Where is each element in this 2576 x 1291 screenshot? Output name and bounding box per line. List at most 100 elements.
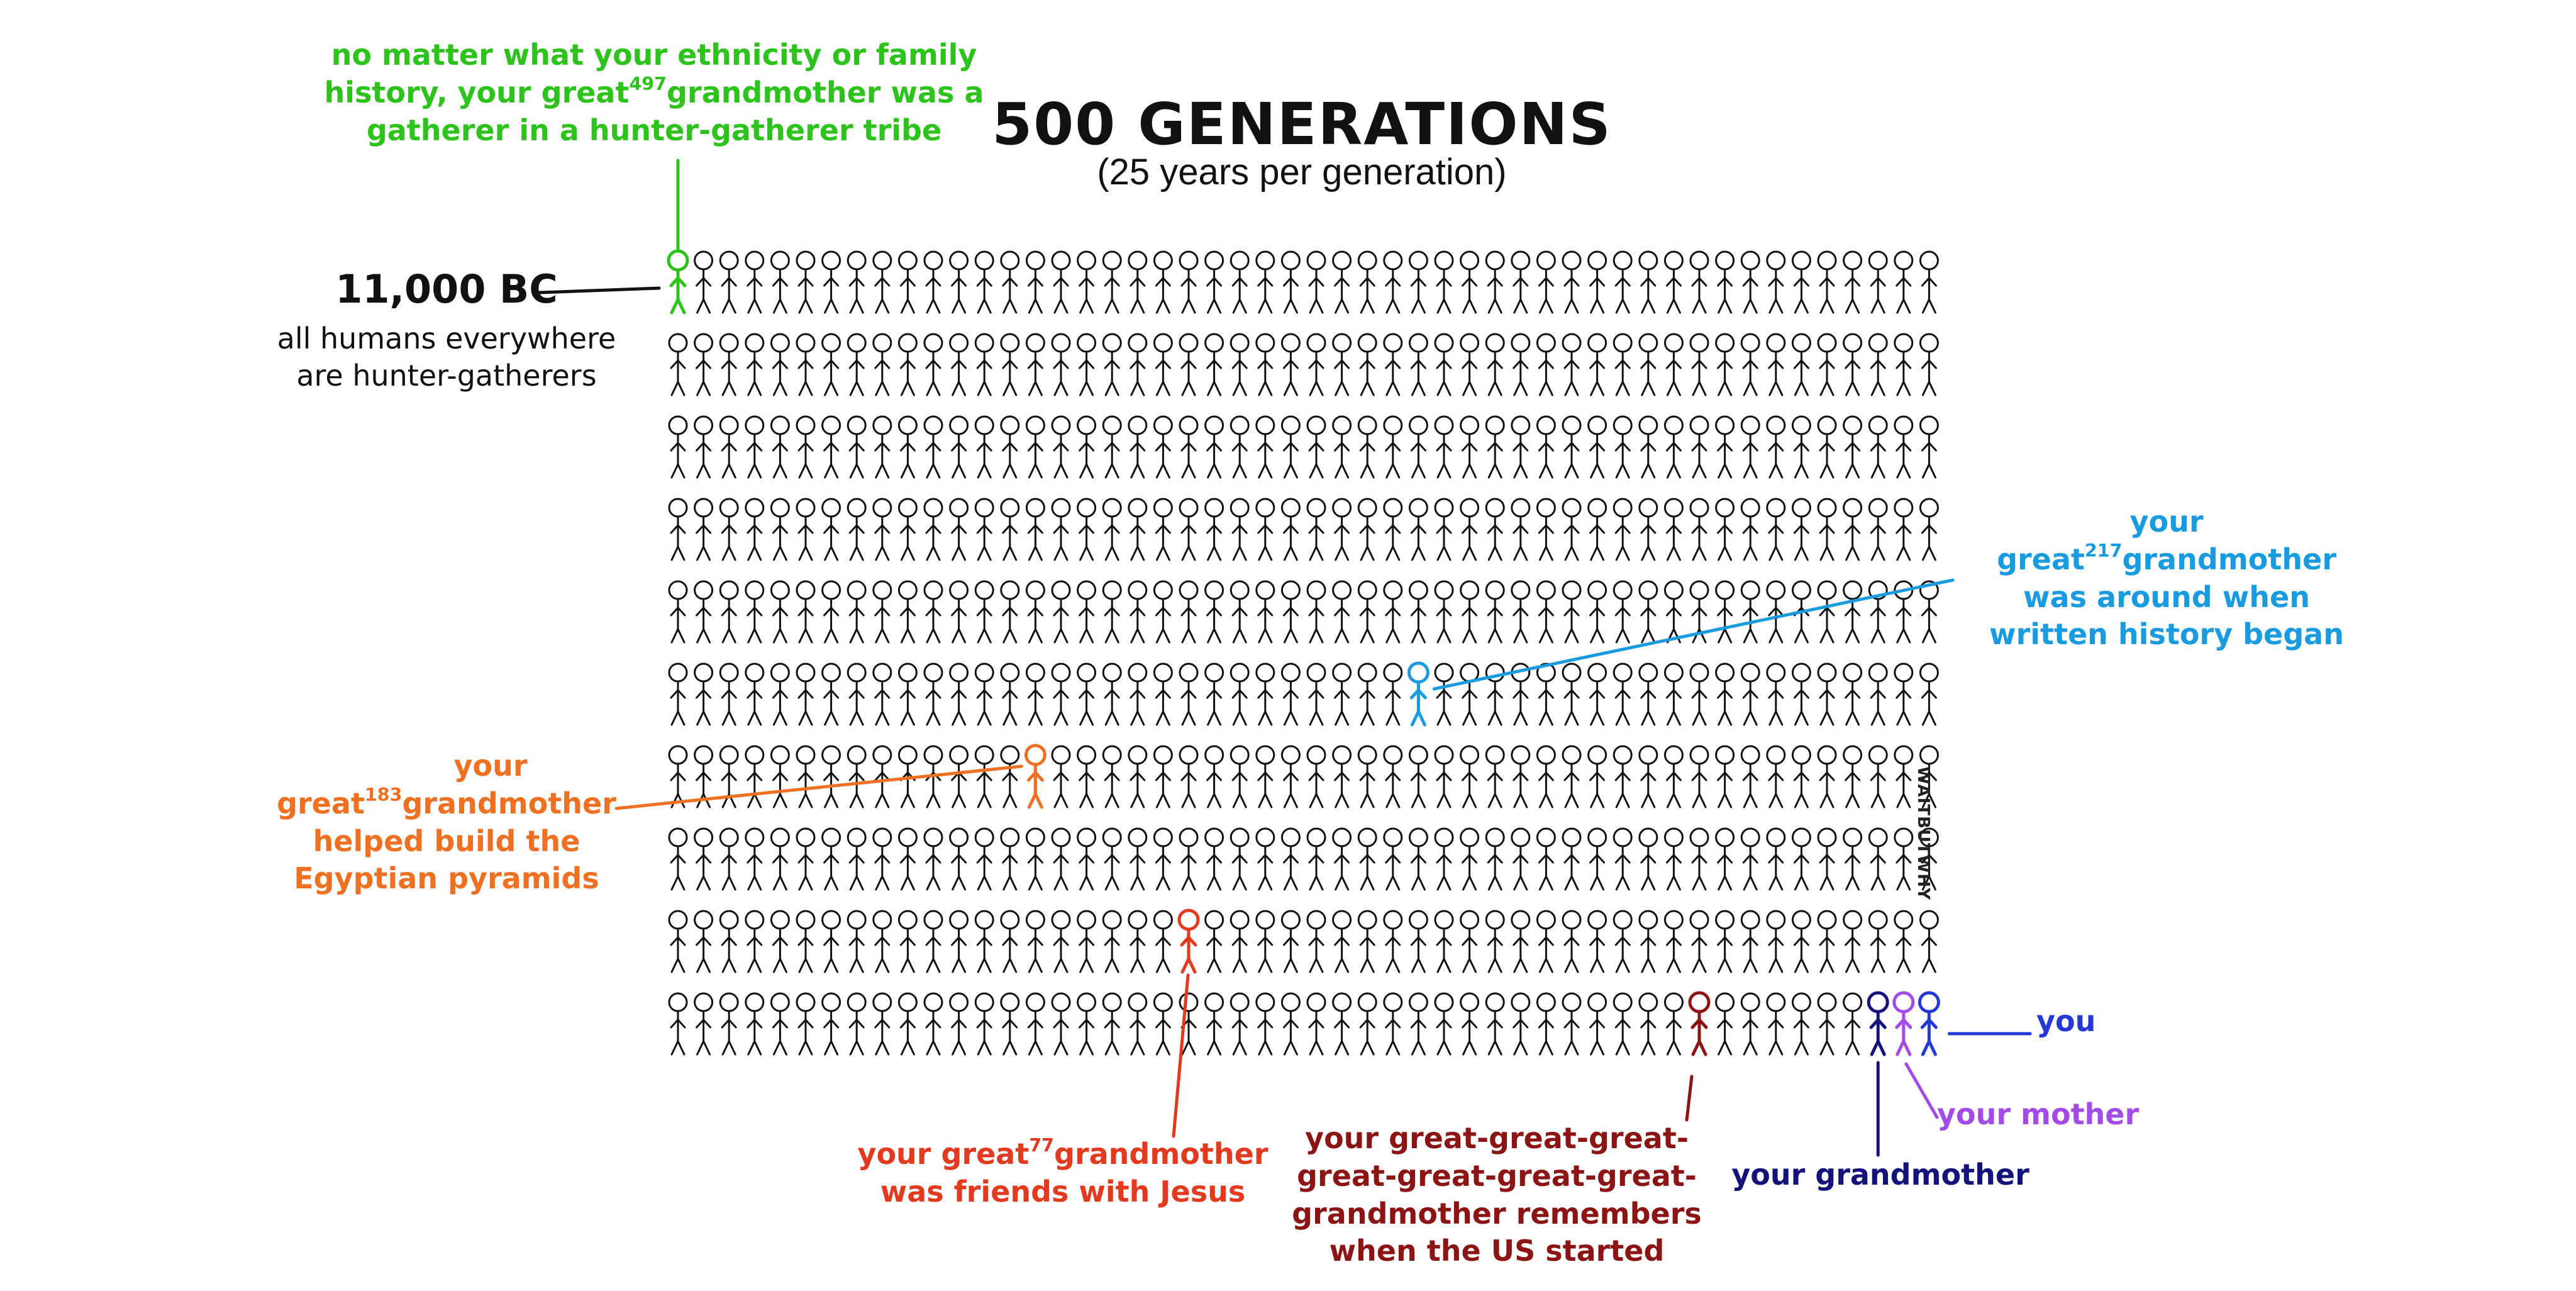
callout-line-us (1685, 1075, 1694, 1122)
generation-figure (1791, 745, 1811, 808)
generation-figure (1536, 827, 1556, 891)
generation-figure (1357, 745, 1377, 808)
generation-figure (1434, 498, 1454, 561)
generation-figure (694, 992, 714, 1056)
generation-figure (974, 827, 994, 891)
generation-figure (1179, 498, 1199, 561)
generation-figure (1587, 745, 1607, 808)
generation-figure (1536, 745, 1556, 808)
generation-figure (1051, 333, 1071, 396)
generation-figure (1894, 910, 1914, 973)
generation-figure (1102, 333, 1122, 396)
generation-figure (1102, 992, 1122, 1056)
generation-figure (1562, 415, 1582, 479)
generation-figure (1715, 498, 1735, 561)
generation-figure (821, 662, 841, 726)
generation-figure (1843, 662, 1863, 726)
generation-figure (1791, 827, 1811, 891)
generation-figure (1536, 333, 1556, 396)
generation-figure (1000, 250, 1020, 314)
g217-line-3: was around when (2023, 579, 2310, 614)
generation-figure (1740, 580, 1760, 644)
generation-figure (1230, 498, 1250, 561)
generation-figure (745, 333, 765, 396)
generation-figure (1153, 250, 1173, 314)
generation-figure (1868, 415, 1888, 479)
generation-figure (1102, 745, 1122, 808)
generation-figure (1051, 662, 1071, 726)
generation-figure (1332, 333, 1352, 396)
annotation-great-183: your great183grandmother helped build th… (264, 747, 629, 898)
generation-figure (1613, 992, 1633, 1056)
generation-figure (1638, 745, 1658, 808)
generation-figure (1817, 745, 1837, 808)
generation-figure (1128, 580, 1148, 644)
generation-figure (1740, 662, 1760, 726)
generation-figure (668, 992, 688, 1056)
generation-figure (1332, 745, 1352, 808)
generation-figure (1357, 415, 1377, 479)
generation-figure (1179, 745, 1199, 808)
generation-figure (897, 992, 918, 1056)
generation-figure (1153, 745, 1173, 808)
generation-figure (1332, 415, 1352, 479)
generation-figure (1230, 910, 1250, 973)
highlighted-ancestor-figure (1024, 744, 1046, 809)
generation-figure (1460, 333, 1480, 396)
generation-figure (847, 992, 867, 1056)
generation-figure (847, 910, 867, 973)
generation-figure (1562, 992, 1582, 1056)
generation-figure (949, 910, 969, 973)
generation-figure (1562, 498, 1582, 561)
generation-figure (872, 250, 892, 314)
generation-figure (770, 745, 790, 808)
generation-figure (923, 827, 943, 891)
generation-figure (1077, 580, 1097, 644)
generation-figure (1077, 415, 1097, 479)
generation-figure (1587, 992, 1607, 1056)
generation-figure (1153, 910, 1173, 973)
generation-figure (694, 250, 714, 314)
generation-figure (1919, 910, 1939, 973)
generation-figure (949, 250, 969, 314)
generation-figure (1689, 827, 1709, 891)
generation-figure (796, 333, 816, 396)
generation-figure (1587, 910, 1607, 973)
generation-figure (1715, 580, 1735, 644)
generation-figure (770, 498, 790, 561)
generation-figure (1791, 250, 1811, 314)
generation-figure (974, 498, 994, 561)
generation-figure (1460, 992, 1480, 1056)
generation-figure (1613, 333, 1633, 396)
generation-figure (770, 992, 790, 1056)
generation-figure (1051, 745, 1071, 808)
generation-figure (1025, 580, 1045, 644)
generation-figure (1204, 910, 1224, 973)
generation-figure (1562, 745, 1582, 808)
generation-figure (745, 498, 765, 561)
generation-figure (949, 662, 969, 726)
generation-figure (1485, 910, 1505, 973)
generation-figure (1204, 992, 1224, 1056)
generation-figure (1638, 580, 1658, 644)
generation-figure (1460, 415, 1480, 479)
generation-figure (1280, 333, 1301, 396)
generation-figure (1153, 333, 1173, 396)
generation-figure (897, 910, 918, 973)
generation-figure (1511, 580, 1531, 644)
generation-figure (1536, 662, 1556, 726)
generation-figure (1383, 827, 1403, 891)
generation-figure (1434, 415, 1454, 479)
generation-figure (1408, 333, 1428, 396)
generation-figure (1383, 910, 1403, 973)
generation-figure (1791, 910, 1811, 973)
generation-figure (1536, 415, 1556, 479)
generation-figure (1128, 827, 1148, 891)
generation-figure (1434, 250, 1454, 314)
generation-figure (1843, 415, 1863, 479)
highlighted-ancestor-figure (667, 249, 689, 315)
generation-figure (1587, 580, 1607, 644)
generation-figure (1766, 250, 1786, 314)
generation-figure (1051, 250, 1071, 314)
generation-figure (719, 333, 739, 396)
